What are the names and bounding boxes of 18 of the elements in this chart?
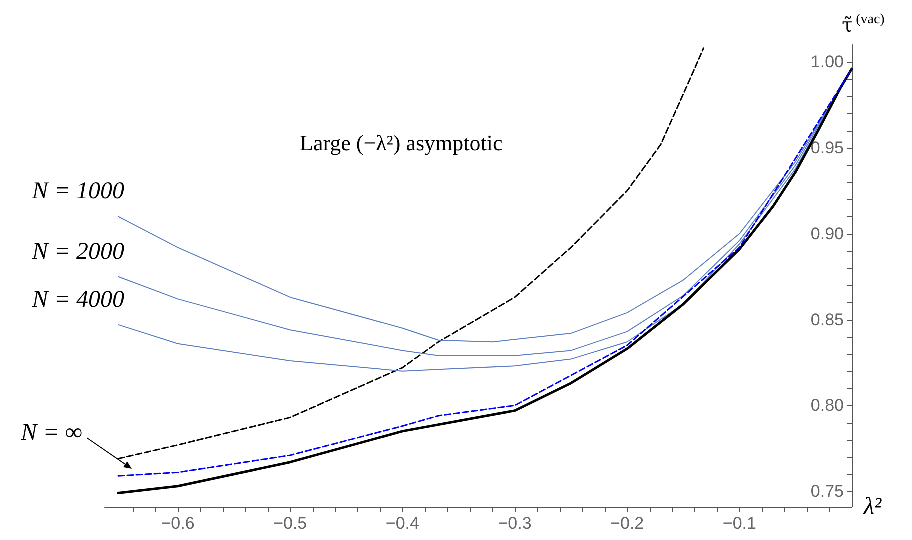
series-label: N = 2000 [31, 238, 124, 265]
series-label: N = 1000 [31, 178, 124, 205]
series-label: N = ∞ [20, 420, 82, 446]
y-tick-label: 0.85 [810, 310, 844, 330]
x-tick-label: −0.6 [161, 514, 195, 533]
y-tick-label: 1.00 [810, 52, 844, 72]
annotation: Large (−λ²) asymptotic [300, 130, 503, 156]
x-tick-label: −0.2 [610, 514, 644, 533]
y-tick-label: 0.95 [810, 138, 844, 158]
y-tick-label: 0.75 [810, 482, 844, 502]
x-tick-label: −0.4 [386, 514, 420, 533]
x-tick-label: −0.5 [274, 514, 308, 533]
x-axis-title: λ² [863, 494, 882, 520]
x-tick-label: −0.3 [498, 514, 532, 533]
series-label: N = 4000 [31, 286, 124, 313]
y-tick-label: 0.90 [810, 224, 844, 244]
y-tick-label: 0.80 [810, 396, 844, 416]
x-tick-label: −0.1 [722, 514, 756, 533]
